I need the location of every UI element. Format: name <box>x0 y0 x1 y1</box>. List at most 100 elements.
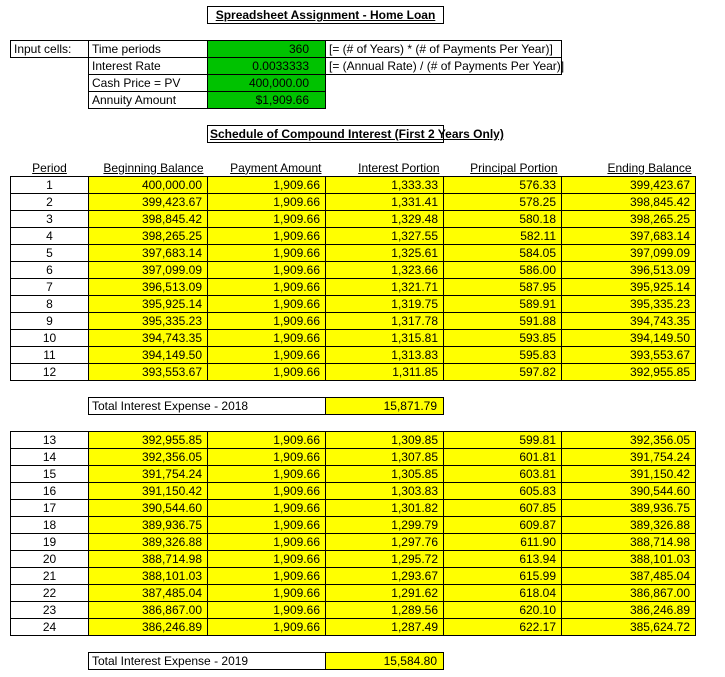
value-cell[interactable]: 1,327.55 <box>324 227 445 245</box>
value-cell[interactable]: 398,845.42 <box>561 193 697 211</box>
value-cell[interactable]: 1,909.66 <box>207 550 326 568</box>
value-cell[interactable]: 395,925.14 <box>88 295 208 313</box>
value-cell[interactable]: 1,909.66 <box>207 346 326 364</box>
value-cell[interactable]: 1,909.66 <box>207 363 326 381</box>
value-cell[interactable]: 584.05 <box>443 244 563 262</box>
value-cell[interactable]: 391,150.42 <box>88 482 208 500</box>
value-cell[interactable]: 1,333.33 <box>324 176 445 194</box>
value-cell[interactable]: 1,909.66 <box>207 533 326 551</box>
value-cell[interactable]: 1,289.56 <box>324 601 445 619</box>
value-cell[interactable]: 1,291.62 <box>324 584 445 602</box>
value-cell[interactable]: 586.00 <box>443 261 563 279</box>
value-cell[interactable]: 1,309.85 <box>324 431 445 449</box>
value-cell[interactable]: 618.04 <box>443 584 563 602</box>
value-cell[interactable]: 387,485.04 <box>561 567 697 585</box>
value-cell[interactable]: 609.87 <box>443 516 563 534</box>
input-cell-annuity-amount[interactable]: $1,909.66 <box>207 91 326 109</box>
value-cell[interactable]: 400,000.00 <box>88 176 208 194</box>
value-cell[interactable]: 1,299.79 <box>324 516 445 534</box>
value-cell[interactable]: 391,150.42 <box>561 465 697 483</box>
value-cell[interactable]: 392,356.05 <box>88 448 208 466</box>
period-cell[interactable]: 11 <box>10 346 89 364</box>
period-cell[interactable]: 14 <box>10 448 89 466</box>
period-cell[interactable]: 8 <box>10 295 89 313</box>
value-cell[interactable]: 613.94 <box>443 550 563 568</box>
value-cell[interactable]: 1,297.76 <box>324 533 445 551</box>
value-cell[interactable]: 591.88 <box>443 312 563 330</box>
total-2019-value-cell[interactable]: 15,584.80 <box>324 652 445 670</box>
value-cell[interactable]: 1,295.72 <box>324 550 445 568</box>
value-cell[interactable]: 399,423.67 <box>88 193 208 211</box>
value-cell[interactable]: 395,925.14 <box>561 278 697 296</box>
value-cell[interactable]: 605.83 <box>443 482 563 500</box>
period-cell[interactable]: 13 <box>10 431 89 449</box>
value-cell[interactable]: 595.83 <box>443 346 563 364</box>
period-cell[interactable]: 18 <box>10 516 89 534</box>
period-cell[interactable]: 23 <box>10 601 89 619</box>
value-cell[interactable]: 1,909.66 <box>207 193 326 211</box>
value-cell[interactable]: 391,754.24 <box>88 465 208 483</box>
value-cell[interactable]: 601.81 <box>443 448 563 466</box>
value-cell[interactable]: 578.25 <box>443 193 563 211</box>
period-cell[interactable]: 4 <box>10 227 89 245</box>
value-cell[interactable]: 1,909.66 <box>207 482 326 500</box>
period-cell[interactable]: 22 <box>10 584 89 602</box>
input-cell-time-periods[interactable]: 360 <box>207 40 326 58</box>
value-cell[interactable]: 1,319.75 <box>324 295 445 313</box>
value-cell[interactable]: 1,325.61 <box>324 244 445 262</box>
value-cell[interactable]: 393,553.67 <box>88 363 208 381</box>
value-cell[interactable]: 398,845.42 <box>88 210 208 228</box>
value-cell[interactable]: 597.82 <box>443 363 563 381</box>
value-cell[interactable]: 398,265.25 <box>561 210 697 228</box>
value-cell[interactable]: 393,553.67 <box>561 346 697 364</box>
period-cell[interactable]: 20 <box>10 550 89 568</box>
value-cell[interactable]: 397,099.09 <box>88 261 208 279</box>
value-cell[interactable]: 386,867.00 <box>561 584 697 602</box>
value-cell[interactable]: 389,326.88 <box>561 516 697 534</box>
value-cell[interactable]: 1,317.78 <box>324 312 445 330</box>
value-cell[interactable]: 1,311.85 <box>324 363 445 381</box>
value-cell[interactable]: 389,936.75 <box>88 516 208 534</box>
period-cell[interactable]: 6 <box>10 261 89 279</box>
value-cell[interactable]: 394,743.35 <box>88 329 208 347</box>
value-cell[interactable]: 615.99 <box>443 567 563 585</box>
value-cell[interactable]: 391,754.24 <box>561 448 697 466</box>
period-cell[interactable]: 15 <box>10 465 89 483</box>
value-cell[interactable]: 622.17 <box>443 618 563 636</box>
value-cell[interactable]: 1,909.66 <box>207 567 326 585</box>
value-cell[interactable]: 388,101.03 <box>561 550 697 568</box>
value-cell[interactable]: 582.11 <box>443 227 563 245</box>
period-cell[interactable]: 7 <box>10 278 89 296</box>
value-cell[interactable]: 580.18 <box>443 210 563 228</box>
period-cell[interactable]: 10 <box>10 329 89 347</box>
value-cell[interactable]: 1,909.66 <box>207 584 326 602</box>
value-cell[interactable]: 392,955.85 <box>561 363 697 381</box>
value-cell[interactable]: 388,714.98 <box>88 550 208 568</box>
value-cell[interactable]: 611.90 <box>443 533 563 551</box>
value-cell[interactable]: 397,099.09 <box>561 244 697 262</box>
value-cell[interactable]: 607.85 <box>443 499 563 517</box>
value-cell[interactable]: 1,323.66 <box>324 261 445 279</box>
value-cell[interactable]: 1,909.66 <box>207 499 326 517</box>
value-cell[interactable]: 395,335.23 <box>88 312 208 330</box>
value-cell[interactable]: 1,305.85 <box>324 465 445 483</box>
value-cell[interactable]: 1,315.81 <box>324 329 445 347</box>
value-cell[interactable]: 1,909.66 <box>207 618 326 636</box>
period-cell[interactable]: 2 <box>10 193 89 211</box>
value-cell[interactable]: 394,149.50 <box>88 346 208 364</box>
value-cell[interactable]: 397,683.14 <box>561 227 697 245</box>
value-cell[interactable]: 1,909.66 <box>207 516 326 534</box>
value-cell[interactable]: 599.81 <box>443 431 563 449</box>
value-cell[interactable]: 1,909.66 <box>207 176 326 194</box>
input-cell-cash-price[interactable]: 400,000.00 <box>207 74 326 92</box>
period-cell[interactable]: 1 <box>10 176 89 194</box>
value-cell[interactable]: 1,909.66 <box>207 431 326 449</box>
value-cell[interactable]: 398,265.25 <box>88 227 208 245</box>
value-cell[interactable]: 1,321.71 <box>324 278 445 296</box>
value-cell[interactable]: 390,544.60 <box>561 482 697 500</box>
value-cell[interactable]: 1,909.66 <box>207 244 326 262</box>
value-cell[interactable]: 386,867.00 <box>88 601 208 619</box>
value-cell[interactable]: 1,909.66 <box>207 312 326 330</box>
period-cell[interactable]: 21 <box>10 567 89 585</box>
period-cell[interactable]: 3 <box>10 210 89 228</box>
